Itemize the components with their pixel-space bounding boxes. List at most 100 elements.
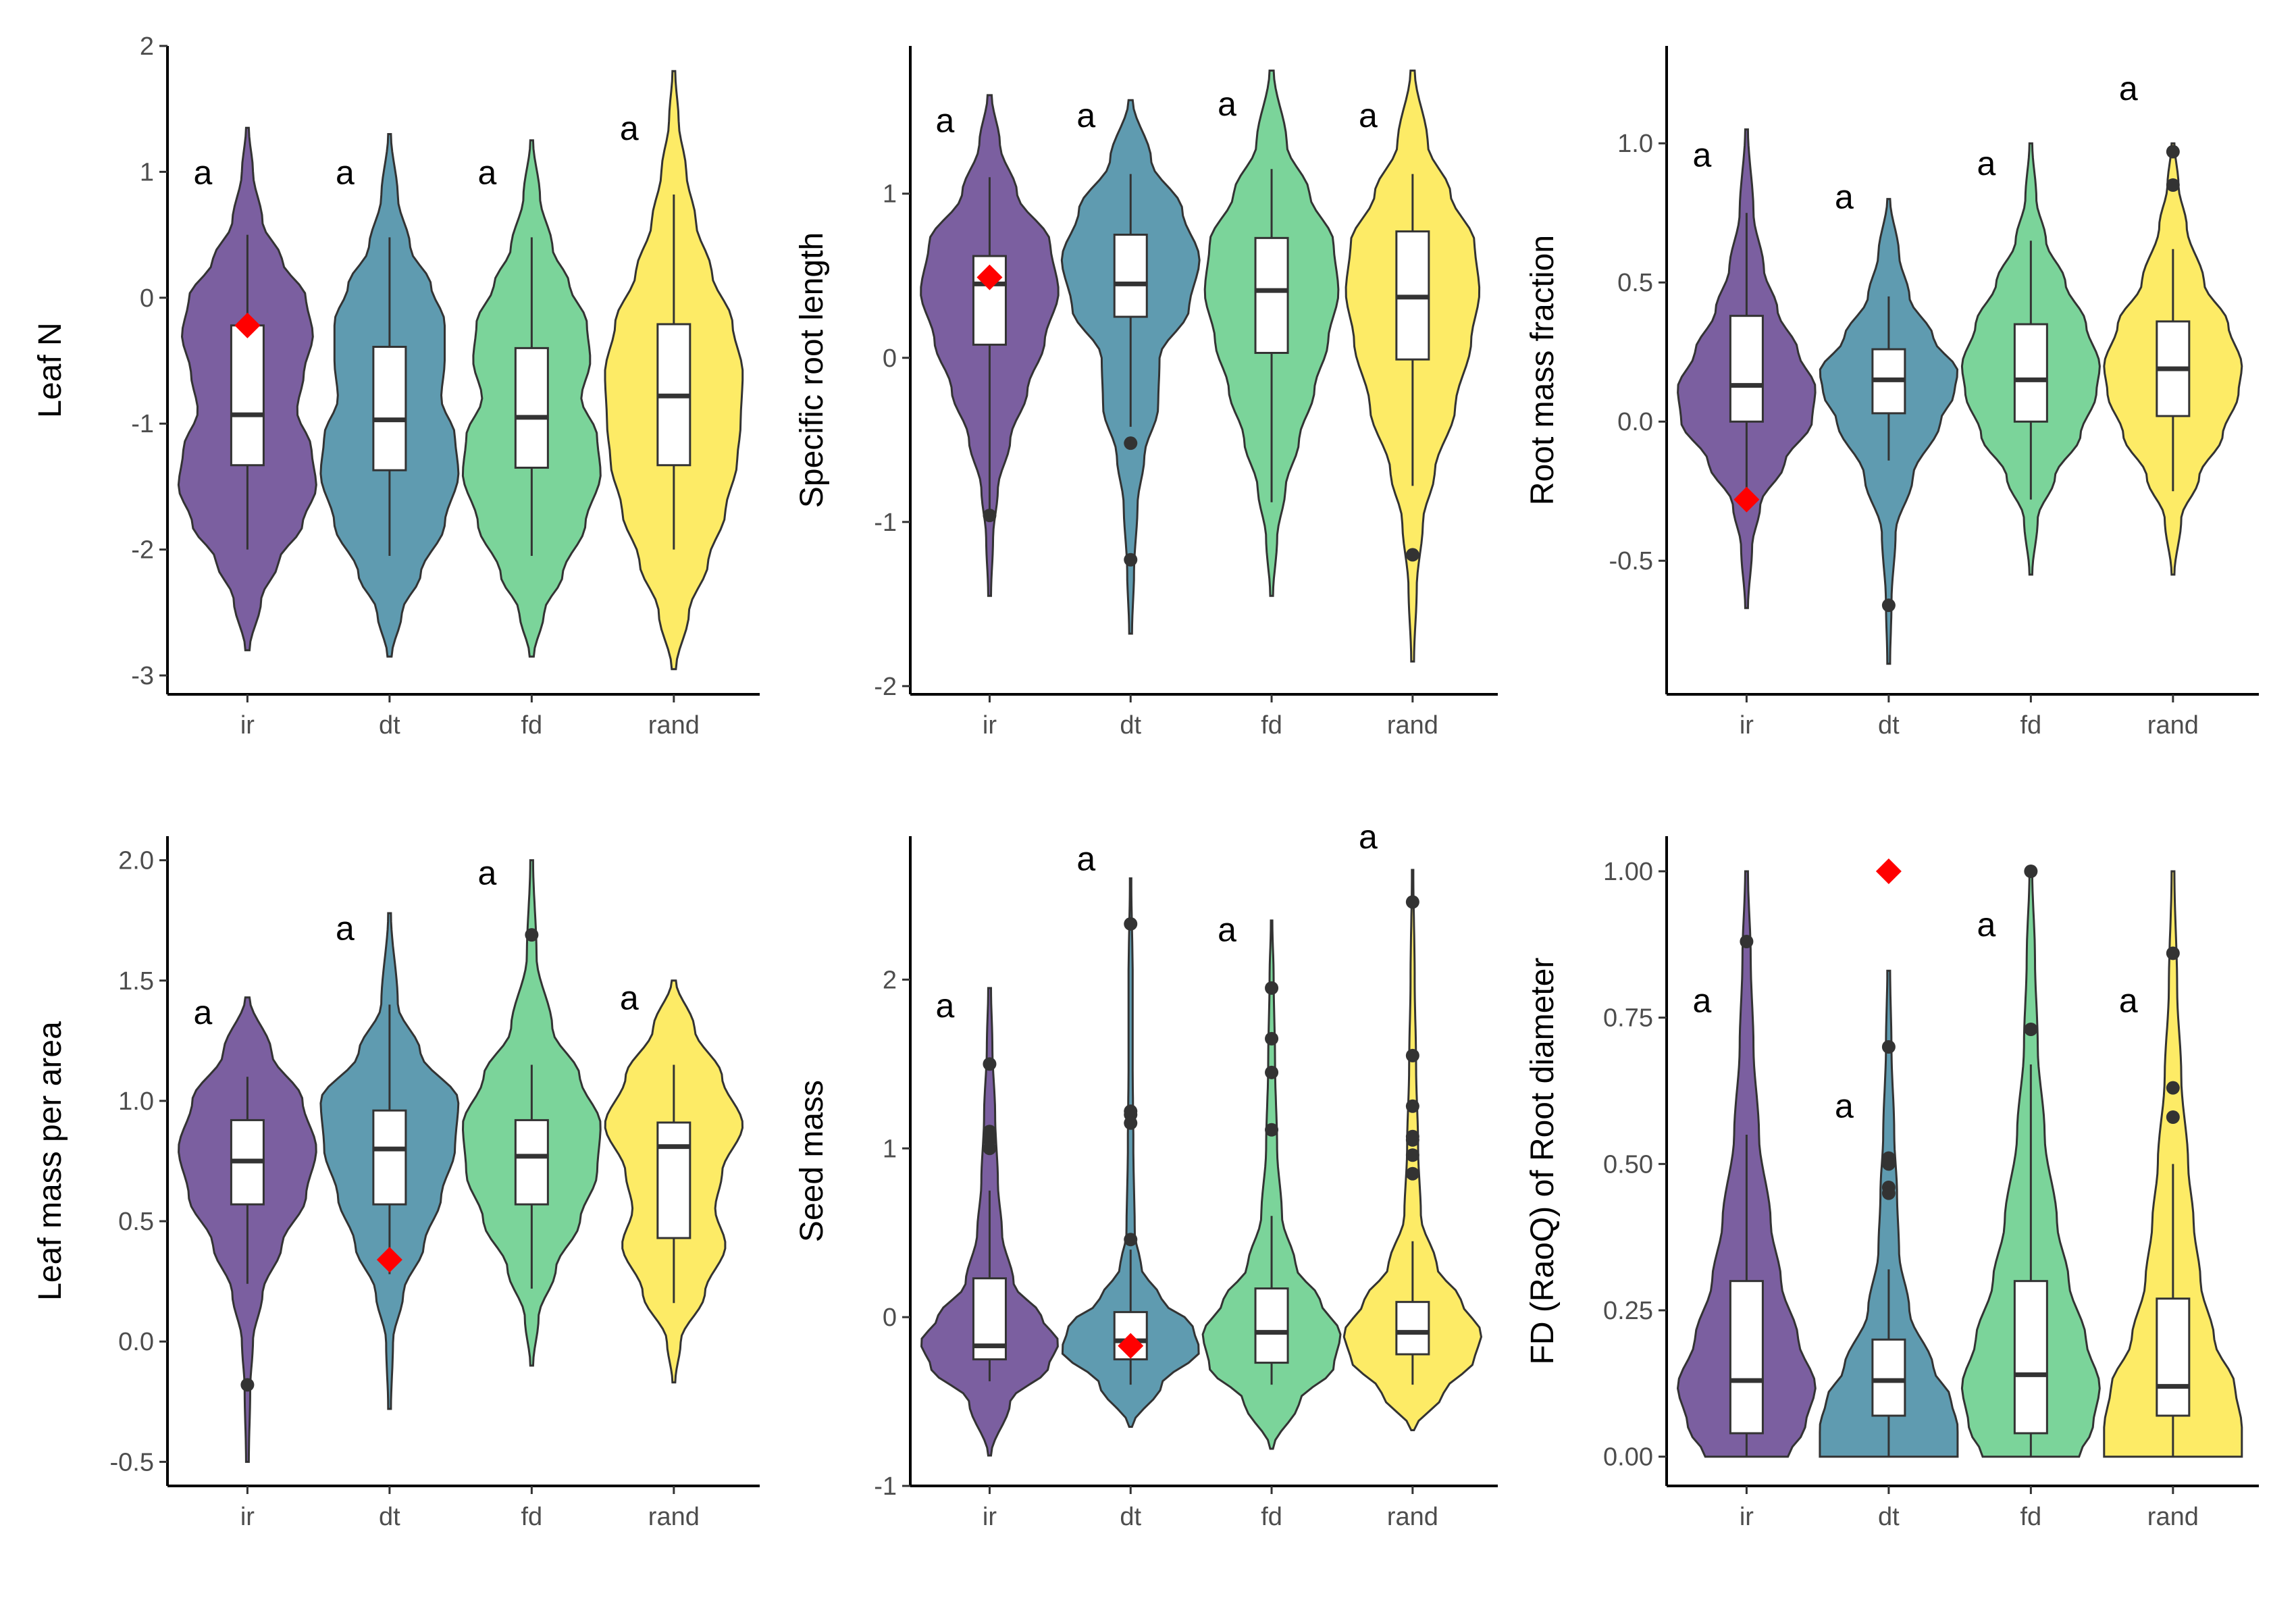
violin-dt <box>1819 969 1959 1458</box>
outlier-point <box>1740 935 1754 948</box>
significance-letter-rand: a <box>620 109 639 147</box>
significance-letter-dt: a <box>336 909 355 947</box>
x-tick-label-dt: dt <box>1120 711 1141 740</box>
significance-letter-dt: a <box>1835 1087 1854 1125</box>
y-tick-label: -0.5 <box>110 1448 154 1476</box>
outlier-point <box>1405 1048 1419 1062</box>
y-tick-label: -1 <box>874 1472 897 1501</box>
outlier-point <box>1265 1065 1279 1079</box>
significance-letter-ir: a <box>1692 136 1711 174</box>
y-tick-label: 0.50 <box>1603 1150 1653 1179</box>
outlier-point <box>2166 946 2180 960</box>
outlier-point <box>1124 1233 1138 1247</box>
outlier-point <box>1405 1133 1419 1147</box>
box-rand <box>1395 1301 1430 1356</box>
x-tick-label-dt: dt <box>1878 1503 1900 1531</box>
y-tick-label: 0 <box>883 1304 897 1332</box>
outlier-point <box>1124 917 1138 931</box>
significance-letter-fd: a <box>1977 145 1995 182</box>
x-tick-label-fd: fd <box>1261 711 1282 740</box>
y-tick-label: 2.0 <box>118 847 154 875</box>
significance-letter-fd: a <box>1218 85 1236 123</box>
panel-2: 1 0 -1 -2 Specific root length ir dt fd rand a a a a <box>794 46 1498 740</box>
box-fd <box>514 346 549 469</box>
outlier-point <box>1881 1157 1896 1171</box>
y-tick-label: 0.00 <box>1603 1443 1653 1472</box>
outlier-point <box>1405 548 1419 562</box>
y-tick-label: 0.75 <box>1603 1004 1653 1033</box>
reference-diamond-marker <box>1733 486 1760 513</box>
panel-5: 2 1 0 -1 Seed mass ir dt fd rand a a a a <box>794 818 1498 1531</box>
significance-letter-rand: a <box>2119 70 2138 107</box>
outlier-point <box>1405 1099 1419 1113</box>
x-tick-label-rand: rand <box>648 711 700 740</box>
y-tick-label: 2 <box>140 32 154 61</box>
outlier-point <box>1405 1148 1419 1162</box>
panel-4: 2.0 1.5 1.0 0.5 0.0 -0.5 Leaf mass per area ir d… <box>32 836 760 1531</box>
outlier-point <box>1405 1166 1419 1181</box>
y-axis-title: Leaf N <box>32 322 68 417</box>
x-tick-label-fd: fd <box>521 1503 543 1531</box>
outlier-point <box>983 1057 997 1071</box>
y-tick-label: -0.5 <box>1609 547 1653 575</box>
y-axis-title: Specific root length <box>794 232 830 508</box>
y-axis-title: Seed mass <box>794 1080 830 1242</box>
x-tick-label-ir: ir <box>1740 711 1754 740</box>
y-tick-label: 0.25 <box>1603 1297 1653 1325</box>
y-tick-label: 2 <box>883 966 897 994</box>
panel-3: 1.0 0.5 0.0 -0.5 Root mass fraction ir dt fd ran… <box>1525 46 2259 740</box>
outlier-point <box>2166 178 2180 192</box>
outlier-point <box>2166 1081 2180 1095</box>
outlier-point <box>2166 145 2180 159</box>
outlier-point <box>2166 1110 2180 1124</box>
y-tick-label: -2 <box>131 536 154 565</box>
y-tick-label: 1.00 <box>1603 858 1653 886</box>
significance-letter-ir: a <box>193 153 212 191</box>
outlier-point <box>2024 865 2038 878</box>
outlier-point <box>983 509 997 523</box>
x-tick-label-rand: rand <box>2147 1503 2199 1531</box>
significance-letter-fd: a <box>477 854 496 892</box>
outlier-point <box>1124 436 1138 451</box>
box-fd <box>2013 1280 2048 1435</box>
box-fd <box>1254 1287 1289 1364</box>
significance-letter-rand: a <box>2119 982 2138 1020</box>
outlier-point <box>1881 1186 1896 1200</box>
box-fd <box>1254 236 1289 354</box>
y-tick-label: 1 <box>883 1135 897 1163</box>
violin-fd <box>1201 919 1342 1450</box>
significance-letter-dt: a <box>336 153 355 191</box>
y-tick-label: 0.5 <box>1617 269 1653 297</box>
reference-diamond-marker <box>1875 858 1902 884</box>
y-tick-label: 1.0 <box>1617 130 1653 158</box>
x-tick-label-dt: dt <box>1120 1503 1141 1531</box>
outlier-point <box>983 1141 997 1156</box>
y-tick-label: 1 <box>140 158 154 186</box>
box-dt <box>1871 1338 1906 1417</box>
outlier-point <box>1265 1031 1279 1046</box>
outlier-point <box>1265 981 1279 995</box>
outlier-point <box>240 1378 255 1392</box>
box-fd <box>2013 323 2048 423</box>
y-axis-title: Root mass fraction <box>1525 235 1561 505</box>
box-ir <box>1729 315 1764 423</box>
reference-diamond-marker <box>976 264 1003 290</box>
y-tick-label: 1.0 <box>118 1087 154 1116</box>
significance-letter-ir: a <box>193 994 212 1031</box>
significance-letter-dt: a <box>1835 178 1854 215</box>
y-tick-label: -1 <box>131 410 154 438</box>
y-tick-label: 0 <box>883 344 897 373</box>
x-tick-label-dt: dt <box>1878 711 1900 740</box>
x-tick-label-rand: rand <box>1387 711 1438 740</box>
reference-diamond-marker <box>376 1247 402 1273</box>
y-tick-label: -1 <box>874 509 897 537</box>
significance-letter-fd: a <box>477 153 496 191</box>
box-ir <box>1729 1280 1764 1435</box>
x-tick-label-rand: rand <box>648 1503 700 1531</box>
y-tick-label: -3 <box>131 662 154 690</box>
outlier-point <box>1124 1116 1138 1130</box>
y-tick-label: 1 <box>883 180 897 209</box>
outlier-point <box>1881 598 1896 613</box>
significance-letter-rand: a <box>620 979 639 1017</box>
